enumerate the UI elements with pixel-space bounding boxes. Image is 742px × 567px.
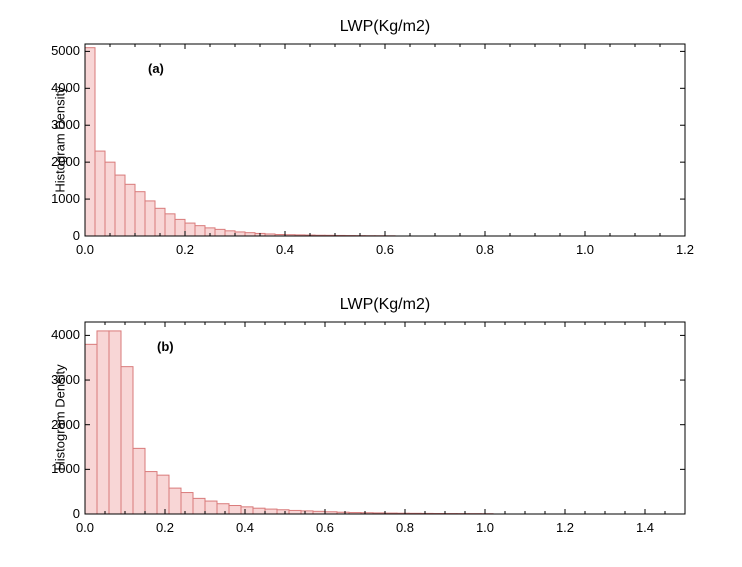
y-tick-label: 3000 xyxy=(40,372,80,387)
x-tick-label: 1.0 xyxy=(571,242,599,257)
histogram-bar xyxy=(181,493,193,514)
histogram-bar xyxy=(95,151,105,236)
histogram-bar xyxy=(85,344,97,514)
histogram-bar xyxy=(265,509,277,514)
y-tick-label: 4000 xyxy=(40,327,80,342)
histogram-bar xyxy=(193,498,205,514)
x-tick-label: 0.2 xyxy=(151,520,179,535)
x-tick-label: 1.0 xyxy=(471,520,499,535)
x-tick-label: 1.2 xyxy=(551,520,579,535)
histogram-bar xyxy=(109,331,121,514)
histogram-bar xyxy=(85,48,95,236)
histogram-bar xyxy=(157,475,169,514)
x-tick-label: 0.8 xyxy=(391,520,419,535)
x-tick-label: 0.6 xyxy=(311,520,339,535)
axes-frame-b xyxy=(85,322,685,514)
y-tick-label: 5000 xyxy=(40,43,80,58)
y-tick-label: 3000 xyxy=(40,117,80,132)
axes-frame-a xyxy=(85,44,685,236)
histogram-bar xyxy=(235,232,245,236)
histogram-bar xyxy=(145,472,157,514)
histogram-bar xyxy=(217,504,229,514)
histogram-bar xyxy=(133,448,145,514)
histogram-bar xyxy=(105,162,115,236)
chart-title-a: LWP(Kg/m2) xyxy=(85,18,685,36)
y-tick-label: 0 xyxy=(40,228,80,243)
histogram-bar xyxy=(145,201,155,236)
x-tick-label: 1.2 xyxy=(671,242,699,257)
histogram-bar xyxy=(121,367,133,514)
histogram-bar xyxy=(169,488,181,514)
histogram-bar xyxy=(195,226,205,236)
histogram-plot-a xyxy=(77,36,693,244)
y-tick-label: 2000 xyxy=(40,154,80,169)
x-tick-label: 1.4 xyxy=(631,520,659,535)
x-tick-label: 0.2 xyxy=(171,242,199,257)
y-tick-label: 1000 xyxy=(40,191,80,206)
x-tick-label: 0.4 xyxy=(271,242,299,257)
y-tick-label: 0 xyxy=(40,506,80,521)
x-tick-label: 0.4 xyxy=(231,520,259,535)
y-tick-label: 2000 xyxy=(40,417,80,432)
histogram-bar xyxy=(229,506,241,514)
histogram-bar xyxy=(165,214,175,236)
panel-label-b: (b) xyxy=(157,339,174,354)
x-tick-label: 0.0 xyxy=(71,520,99,535)
histogram-bar xyxy=(155,208,165,236)
histogram-bar xyxy=(185,223,195,236)
histogram-bar xyxy=(277,510,289,514)
histogram-bar xyxy=(175,219,185,236)
x-tick-label: 0.6 xyxy=(371,242,399,257)
histogram-bar xyxy=(215,229,225,236)
histogram-bar xyxy=(97,331,109,514)
y-tick-label: 4000 xyxy=(40,80,80,95)
figure-container: LWP(Kg/m2) Histogram Density 0.0 0.2 0.4 0.6 0… xyxy=(0,0,742,567)
histogram-bar xyxy=(253,508,265,514)
y-tick-label: 1000 xyxy=(40,461,80,476)
x-tick-label: 0.8 xyxy=(471,242,499,257)
histogram-bar xyxy=(205,501,217,514)
chart-title-b: LWP(Kg/m2) xyxy=(85,296,685,314)
y-axis-label-a: Histogram Density xyxy=(53,86,68,192)
histogram-bar xyxy=(115,175,125,236)
histogram-bar xyxy=(241,507,253,514)
histogram-bar xyxy=(125,184,135,236)
histogram-bar xyxy=(135,192,145,236)
x-tick-label: 0.0 xyxy=(71,242,99,257)
panel-label-a: (a) xyxy=(148,61,164,76)
histogram-bar xyxy=(289,510,301,514)
histogram-bar xyxy=(225,231,235,236)
